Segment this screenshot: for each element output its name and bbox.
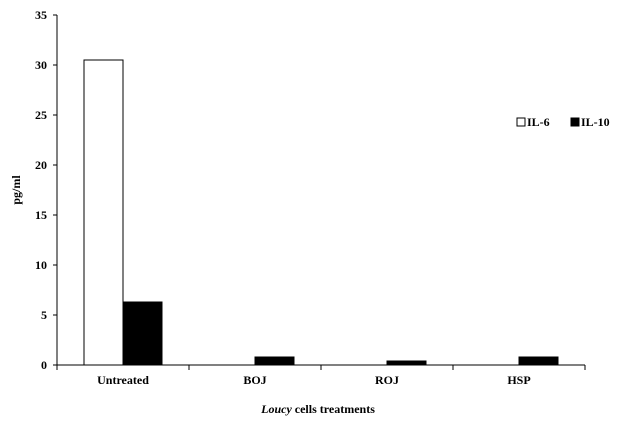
y-tick-label: 25 — [35, 108, 47, 122]
y-tick-label: 5 — [41, 308, 47, 322]
y-tick-label: 0 — [41, 358, 47, 372]
bar-il-10-boj — [254, 356, 295, 366]
y-tick-label: 10 — [35, 258, 47, 272]
bar-il-10-hsp — [518, 356, 559, 366]
legend-label-il-10: IL-10 — [581, 115, 610, 129]
legend-label-il-6: IL-6 — [527, 115, 550, 129]
y-tick-label: 15 — [35, 208, 47, 222]
x-axis-title-italic: Loucy — [260, 402, 292, 416]
legend-swatch-il-10 — [570, 117, 580, 127]
y-tick-label: 20 — [35, 158, 47, 172]
legend: IL-6 IL-10 — [516, 115, 610, 129]
x-tick-label: BOJ — [243, 373, 266, 387]
y-axis-ticks: 0 5 10 15 20 25 30 35 — [35, 8, 57, 372]
x-tick-label: Untreated — [97, 373, 149, 387]
y-tick-label: 30 — [35, 58, 47, 72]
bar-il-10-untreated — [122, 301, 163, 366]
bars — [83, 59, 559, 366]
bar-il-6-untreated — [83, 59, 124, 366]
y-tick-label: 35 — [35, 8, 47, 22]
x-tick-label: HSP — [507, 373, 530, 387]
x-axis-title-rest: cells treatments — [292, 402, 375, 416]
y-axis-title: pg/ml — [9, 175, 23, 205]
x-tick-label: ROJ — [375, 373, 399, 387]
x-axis-ticks: Untreated BOJ ROJ HSP — [56, 365, 586, 387]
x-axis-title: Loucy cells treatments — [260, 402, 375, 416]
bar-il-10-roj — [386, 360, 427, 366]
legend-swatch-il-6 — [516, 117, 526, 127]
